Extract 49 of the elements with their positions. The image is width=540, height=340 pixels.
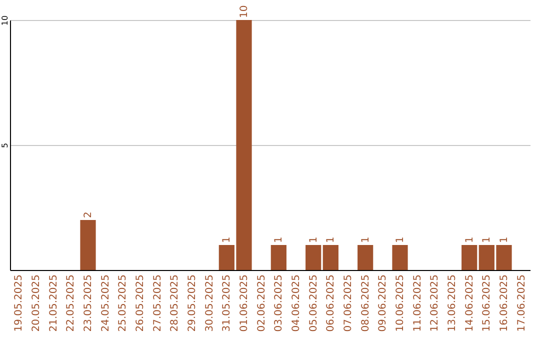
- x-tick-label: 30.05.2025: [204, 274, 216, 332]
- x-tick-label: 03.06.2025: [274, 274, 285, 332]
- data-label: 1: [360, 236, 372, 243]
- x-tick-label: 11.06.2025: [412, 274, 424, 332]
- x-tick-label: 23.05.2025: [83, 274, 94, 332]
- x-tick-label: 06.06.2025: [326, 274, 337, 332]
- x-tick-label: 02.06.2025: [256, 274, 268, 332]
- bar: [306, 245, 322, 270]
- x-tick-label: 15.06.2025: [482, 274, 493, 332]
- bar: [358, 245, 374, 270]
- data-label: 1: [326, 236, 337, 243]
- x-tick-label: 21.05.2025: [48, 274, 60, 332]
- x-tick-label: 13.06.2025: [447, 274, 458, 332]
- bar: [322, 245, 338, 270]
- x-tick-label: 25.05.2025: [118, 274, 129, 332]
- x-tick-label: 27.05.2025: [152, 274, 164, 332]
- data-label: 2: [83, 212, 94, 218]
- data-label: 1: [274, 236, 285, 243]
- bar: [392, 245, 408, 270]
- x-tick-label: 29.05.2025: [187, 274, 198, 332]
- data-label: 1: [222, 236, 233, 243]
- x-tick-label: 12.06.2025: [430, 274, 441, 332]
- x-tick-label: 16.06.2025: [499, 274, 510, 332]
- data-label: 1: [464, 236, 476, 243]
- data-label: 10: [239, 5, 250, 18]
- bar: [80, 220, 96, 270]
- x-tick-label: 17.06.2025: [516, 274, 528, 332]
- x-tick-label: 26.05.2025: [135, 274, 146, 332]
- data-label: 1: [308, 236, 320, 243]
- x-tick-label: 31.05.2025: [222, 274, 233, 332]
- x-tick-label: 28.05.2025: [170, 274, 181, 332]
- x-tick-label: 04.06.2025: [291, 274, 302, 332]
- data-label: 1: [482, 236, 493, 243]
- x-tick-label: 09.06.2025: [378, 274, 389, 332]
- data-label: 1: [499, 236, 510, 243]
- x-tick-label: 19.05.2025: [14, 274, 25, 332]
- x-tick-label: 01.06.2025: [239, 274, 250, 332]
- x-tick-label: 10.06.2025: [395, 274, 406, 332]
- x-tick-label: 07.06.2025: [343, 274, 354, 332]
- bar: [270, 245, 286, 270]
- x-tick-label: 05.06.2025: [308, 274, 320, 332]
- bar: [462, 245, 478, 270]
- y-tick-label: 5: [0, 142, 10, 148]
- x-tick-label: 24.05.2025: [100, 274, 112, 332]
- x-tick-label: 14.06.2025: [464, 274, 476, 332]
- x-tick-label: 20.05.2025: [31, 274, 42, 332]
- x-tick-label: 22.05.2025: [66, 274, 77, 332]
- x-tick-label: 08.06.2025: [360, 274, 372, 332]
- data-label: 1: [395, 236, 406, 243]
